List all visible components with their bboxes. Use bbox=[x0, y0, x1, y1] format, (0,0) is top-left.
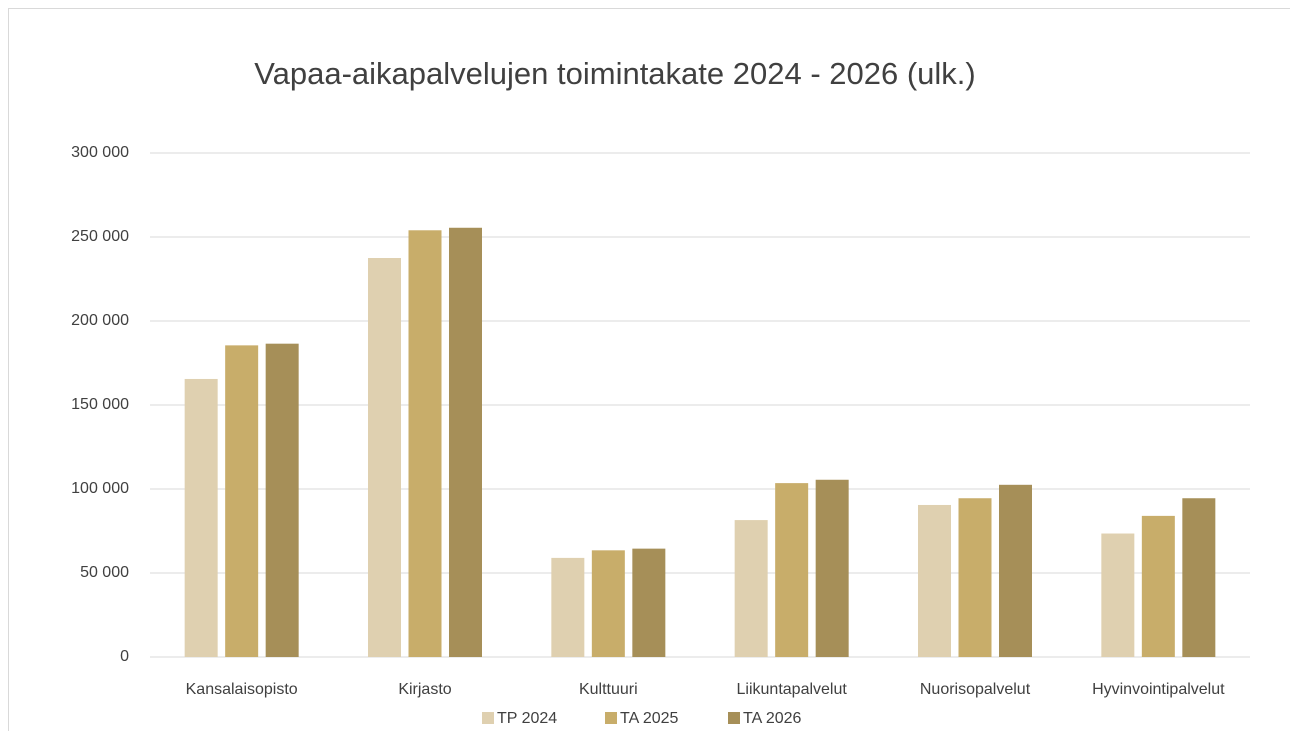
bar bbox=[958, 498, 992, 657]
bar bbox=[449, 227, 482, 657]
bar bbox=[368, 258, 401, 657]
legend-label: TP 2024 bbox=[497, 710, 557, 727]
bar bbox=[918, 504, 951, 657]
bar bbox=[551, 557, 585, 657]
bar bbox=[775, 483, 809, 657]
legend-label: TA 2025 bbox=[620, 710, 679, 727]
bar bbox=[1141, 515, 1175, 657]
bar bbox=[591, 550, 625, 657]
y-tick-label: 200 000 bbox=[71, 312, 129, 329]
y-tick-label: 50 000 bbox=[80, 564, 129, 581]
bar bbox=[632, 548, 666, 657]
y-tick-label: 150 000 bbox=[71, 396, 129, 413]
bar bbox=[225, 345, 259, 657]
y-tick-label: 300 000 bbox=[71, 144, 129, 161]
legend-swatch bbox=[728, 712, 740, 724]
bar bbox=[815, 479, 849, 657]
bar bbox=[1182, 498, 1216, 657]
x-tick-label: Kirjasto bbox=[398, 681, 451, 698]
x-tick-label: Nuorisopalvelut bbox=[920, 681, 1031, 698]
x-tick-label: Liikuntapalvelut bbox=[737, 681, 848, 698]
legend-swatch bbox=[605, 712, 617, 724]
bar bbox=[265, 343, 299, 657]
y-tick-label: 0 bbox=[120, 648, 129, 665]
legend-swatch bbox=[482, 712, 494, 724]
bar bbox=[1101, 533, 1135, 657]
x-tick-label: Kansalaisopisto bbox=[186, 681, 298, 698]
y-tick-label: 100 000 bbox=[71, 480, 129, 497]
bar bbox=[999, 484, 1032, 657]
bar bbox=[408, 230, 442, 657]
chart-title: Vapaa-aikapalvelujen toimintakate 2024 -… bbox=[254, 56, 976, 91]
y-tick-label: 250 000 bbox=[71, 228, 129, 245]
x-tick-label: Hyvinvointipalvelut bbox=[1092, 681, 1225, 698]
bar bbox=[184, 378, 218, 657]
chart-border bbox=[8, 8, 1290, 731]
x-tick-label: Kulttuuri bbox=[579, 681, 638, 698]
legend-label: TA 2026 bbox=[743, 710, 802, 727]
bar bbox=[734, 520, 768, 657]
